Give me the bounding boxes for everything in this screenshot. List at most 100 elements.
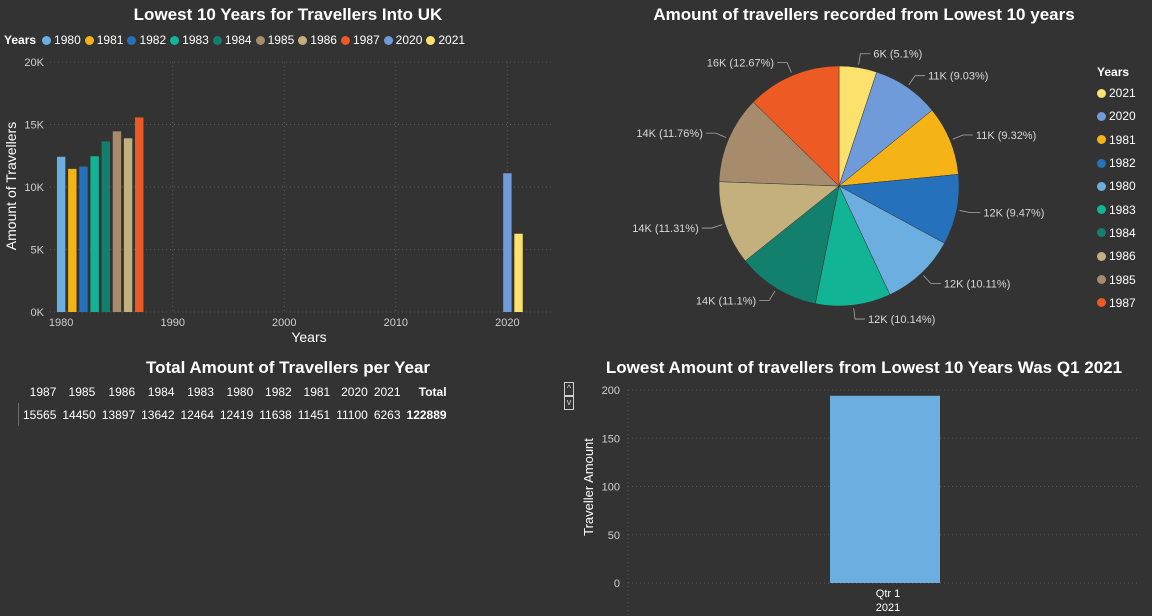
table-cell: 122889 [406,407,447,422]
bar-y-axis-title: Amount of Travellers [3,122,19,250]
pie-legend-item-1984[interactable]: 1984 [1097,225,1136,241]
table-header-cell[interactable]: Total [418,384,447,399]
table-cell: 6263 [373,407,401,422]
bar-legend-item-1981[interactable]: 1981 [84,33,124,47]
legend-dot-icon [1097,228,1106,238]
bar-2021[interactable] [514,233,523,312]
bar-1987[interactable] [135,117,144,312]
table-header-cell[interactable]: 2021 [373,384,401,399]
legend-label: 1985 [267,33,295,47]
bar-legend-item-2020[interactable]: 2020 [383,33,423,47]
legend-dot-icon [298,35,308,45]
table-cell: 11451 [297,407,331,422]
legend-label: 1983 [182,33,209,47]
table-header-cell[interactable]: 2020 [341,384,368,399]
legend-label: 1982 [139,33,167,47]
bar-legend-item-1987[interactable]: 1987 [340,33,380,47]
pie-slice-1987[interactable] [752,65,840,187]
pie-legend-title: Years [1097,65,1130,79]
table-title: Total Amount of Travellers per Year [145,358,431,377]
pie-legend-item-1983[interactable]: 1983 [1097,201,1136,217]
bar-chart-title: Lowest 10 Years for Travellers Into UK [133,5,443,24]
quarter-chart-panel: Lowest Amount of travellers from Lowest … [576,350,1152,616]
totals-table-panel: Total Amount of Travellers per Year [0,350,576,616]
pie-legend-item-1986[interactable]: 1986 [1097,248,1136,264]
bar-1982[interactable] [79,166,88,312]
bar-x-tick-label: 1980 [49,317,73,329]
pie-slice-1985[interactable] [718,101,840,187]
pie-legend-item-1981[interactable]: 1981 [1097,132,1136,148]
bar-1981[interactable] [68,168,77,312]
pie-chart-panel: Amount of travellers recorded from Lowes… [576,0,1152,350]
pie-slice-1983[interactable] [814,185,891,307]
bar-1980[interactable] [56,156,66,312]
bar-legend-item-1985[interactable]: 1985 [255,33,295,47]
bar-legend-title: Years [4,33,37,48]
legend-label: 1981 [96,33,124,47]
bar-1984[interactable] [101,141,110,312]
bar-y-tick-label: 15K [24,120,44,132]
bar-2020[interactable] [503,173,512,312]
pie-legend-item-1980[interactable]: 1980 [1097,178,1136,194]
legend-label: 1980 [1109,179,1136,194]
legend-dot-icon [1097,181,1106,191]
bar-chart-legend[interactable]: Years 1980 1981 1982 1983 1984 1985 1986 1987 20… [4,33,469,48]
table-scroll-up-button[interactable]: ^ [564,382,574,396]
legend-label: 2021 [1109,86,1136,101]
table-header-cell[interactable]: 1980 [226,384,254,399]
pie-legend-item-1982[interactable]: 1982 [1097,155,1136,171]
pie-legend-item-2021[interactable]: 2021 [1097,85,1136,101]
table-header-cell[interactable]: 1981 [303,384,331,399]
pie-data-label: 6K (5.1%) [873,49,922,61]
pie-slice-1986[interactable] [718,181,840,262]
table-header-cell[interactable]: 1982 [265,384,292,399]
table-header-row: 1987 1985 1986 1984 1983 1980 1982 1981 2020 2021… [19,380,453,403]
bar-1985[interactable] [112,131,122,312]
legend-label: 1983 [1109,202,1136,217]
pie-legend-item-1987[interactable]: 1987 [1097,295,1136,311]
quarter-chart-title: Lowest Amount of travellers from Lowest … [605,358,1123,377]
bar-legend-item-1983[interactable]: 1983 [170,33,209,47]
bar-x-axis-title: Years [291,329,326,345]
bar-legend-item-1982[interactable]: 1982 [127,33,166,47]
pie-slice-1984[interactable] [744,185,840,304]
legend-label: 1981 [1109,132,1136,147]
bar-1986[interactable] [123,138,133,312]
pie-data-label: 12K (10.11%) [944,279,1010,291]
legend-label: 2020 [395,33,423,47]
pie-legend-item-2020[interactable]: 2020 [1097,108,1136,124]
legend-dot-icon [1097,88,1106,98]
pie-legend-item-1985[interactable]: 1985 [1097,271,1136,287]
table-header-cell[interactable]: 1983 [187,384,214,399]
pie-leader-line [853,308,866,320]
bar-legend-item-1980[interactable]: 1980 [42,33,81,47]
bar-legend-item-1984[interactable]: 1984 [212,33,252,47]
bar-x-tick-label: 2010 [384,317,408,329]
pie-data-label: 11K (9.32%) [976,130,1036,142]
table-cell: 13897 [101,407,136,422]
pie-leader-line [705,132,727,138]
pie-leader-line [777,62,792,73]
table-header-cell[interactable]: 1984 [147,384,175,399]
table-header-cell[interactable]: 1987 [29,384,57,399]
bar-legend-item-2021[interactable]: 2021 [426,33,465,47]
pie-data-label: 11K (9.03%) [928,71,988,83]
pie-slice-1980[interactable] [838,185,945,295]
bar-legend-item-1986[interactable]: 1986 [298,33,337,47]
legend-label: 1980 [54,33,81,47]
legend-dot-icon [127,35,137,45]
pie-leader-line [952,134,973,140]
bar-y-tick-label: 10K [24,182,44,194]
table-header-cell[interactable]: 1985 [68,384,96,399]
bar-1983[interactable] [90,156,99,312]
legend-label: 1985 [1109,272,1136,287]
table-cell: 13642 [141,407,175,422]
table-scroll-down-button[interactable]: v [564,396,574,410]
pie-chart-legend[interactable]: Years 2021 2020 1981 1982 1980 1983 1984 1986 19… [1097,65,1140,318]
pie-data-label: 12K (9.47%) [983,208,1044,220]
bar-y-tick-label: 0K [31,307,45,319]
legend-dot-icon [1097,205,1106,215]
table-header-cell[interactable]: 1986 [108,384,136,399]
pie-data-label: 14K (11.76%) [636,128,702,140]
legend-dot-icon [255,35,265,45]
